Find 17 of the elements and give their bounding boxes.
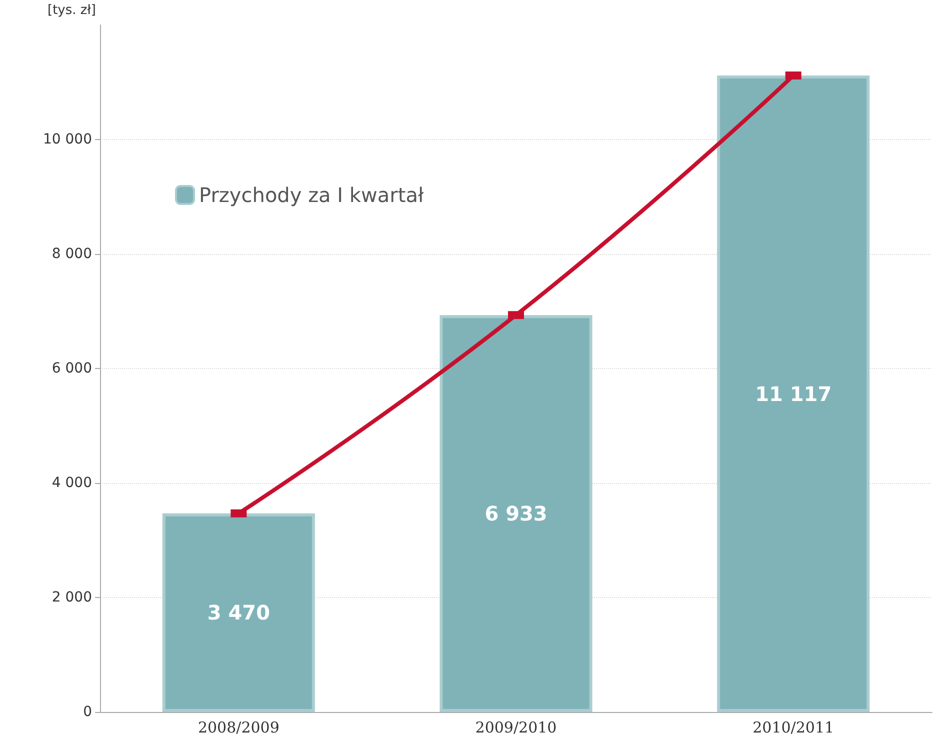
y-tick-label: 6 000	[52, 360, 92, 376]
y-tick-label: 4 000	[52, 475, 92, 491]
y-tick-label: 10 000	[43, 132, 92, 148]
x-tick-label: 2010/2011	[752, 718, 834, 736]
y-axis-title: [tys. zł]	[48, 3, 96, 18]
x-tick-label: 2009/2010	[475, 718, 557, 736]
bar	[717, 76, 870, 712]
bar	[162, 513, 315, 712]
x-tick-label: 2008/2009	[198, 718, 280, 736]
y-tick-label: 2 000	[52, 590, 92, 606]
data-label: 11 117	[755, 382, 832, 406]
legend-label: Przychody za I kwartał	[199, 183, 424, 207]
bar	[440, 315, 592, 712]
data-label: 3 470	[207, 600, 270, 625]
y-tick-label: 8 000	[52, 246, 92, 262]
y-tick-label: 0	[83, 704, 92, 720]
data-label: 6 933	[484, 502, 548, 526]
